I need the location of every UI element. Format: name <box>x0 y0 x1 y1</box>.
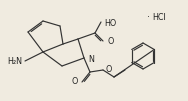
Text: ·: · <box>146 14 149 23</box>
Text: H₂N: H₂N <box>7 56 22 66</box>
Text: HO: HO <box>104 18 116 27</box>
Text: O: O <box>72 77 78 86</box>
Text: O: O <box>107 36 113 45</box>
Text: HCl: HCl <box>152 14 166 23</box>
Text: O: O <box>105 65 111 74</box>
Text: N: N <box>88 55 94 64</box>
